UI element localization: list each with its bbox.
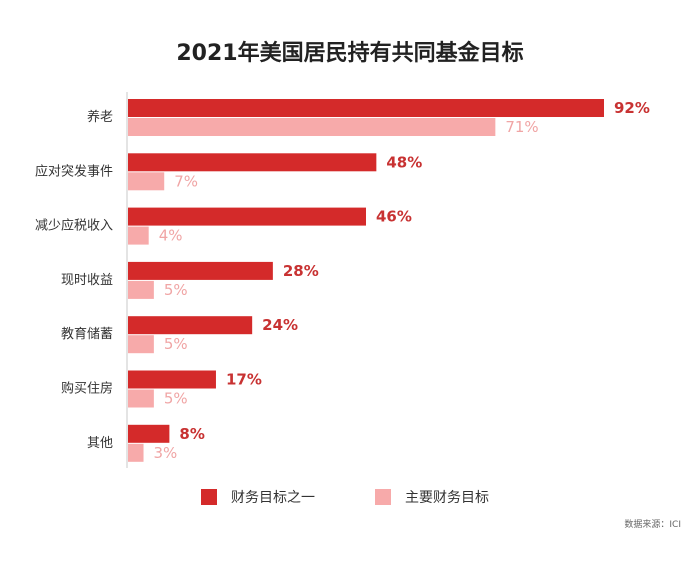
bar-goal-one [128, 153, 377, 172]
bar-main-goal [128, 443, 144, 462]
bar-main-goal [128, 118, 496, 136]
category-label: 购买住房 [61, 381, 113, 397]
category-label: 应对突发事件 [35, 163, 113, 179]
category-label: 现时收益 [61, 273, 113, 288]
legend: 财务目标之一 主要财务目标 [201, 489, 489, 506]
bar-goal-one [128, 316, 253, 335]
data-label-goal-one: 8% [179, 425, 204, 443]
category-label: 减少应税收入 [35, 218, 113, 234]
bar-goal-one [128, 207, 366, 226]
data-label-goal-one: 48% [386, 153, 422, 171]
data-label-main-goal: 7% [174, 172, 198, 190]
category-label: 其他 [87, 436, 113, 451]
bar-goal-one [128, 99, 604, 117]
bar-goal-one [128, 424, 170, 443]
bar-goal-one [128, 261, 273, 280]
chart-title: 2021年美国居民持有共同基金目标 [176, 40, 523, 66]
legend-swatch [375, 489, 391, 505]
data-label-goal-one: 28% [283, 262, 319, 280]
bar-goal-one [128, 370, 216, 389]
legend-swatch [201, 489, 217, 505]
legend-label: 财务目标之一 [231, 490, 315, 506]
source-note: 数据来源：ICI [624, 518, 681, 530]
data-label-goal-one: 46% [376, 208, 412, 226]
data-label-goal-one: 17% [226, 371, 262, 389]
data-label-goal-one: 92% [614, 99, 650, 117]
data-label-main-goal: 5% [164, 281, 188, 299]
bar-main-goal [128, 389, 154, 408]
data-label-main-goal: 71% [505, 118, 538, 136]
data-label-main-goal: 4% [159, 227, 183, 245]
bar-main-goal [128, 172, 165, 191]
bar-main-goal [128, 280, 154, 299]
data-label-main-goal: 5% [164, 335, 188, 353]
data-label-main-goal: 3% [154, 444, 178, 462]
bar-main-goal [128, 226, 149, 245]
category-label: 养老 [87, 109, 113, 125]
bars-group: 养老 92% 71% 应对突发事件 48% 7% 减少应税收入 46% 4% 现时收益 28% 5% 教… [35, 99, 650, 462]
legend-label: 主要财务目标 [405, 490, 489, 506]
category-label: 教育储蓄 [61, 326, 113, 342]
data-label-main-goal: 5% [164, 390, 188, 408]
bar-main-goal [128, 335, 154, 354]
data-label-goal-one: 24% [262, 316, 298, 334]
